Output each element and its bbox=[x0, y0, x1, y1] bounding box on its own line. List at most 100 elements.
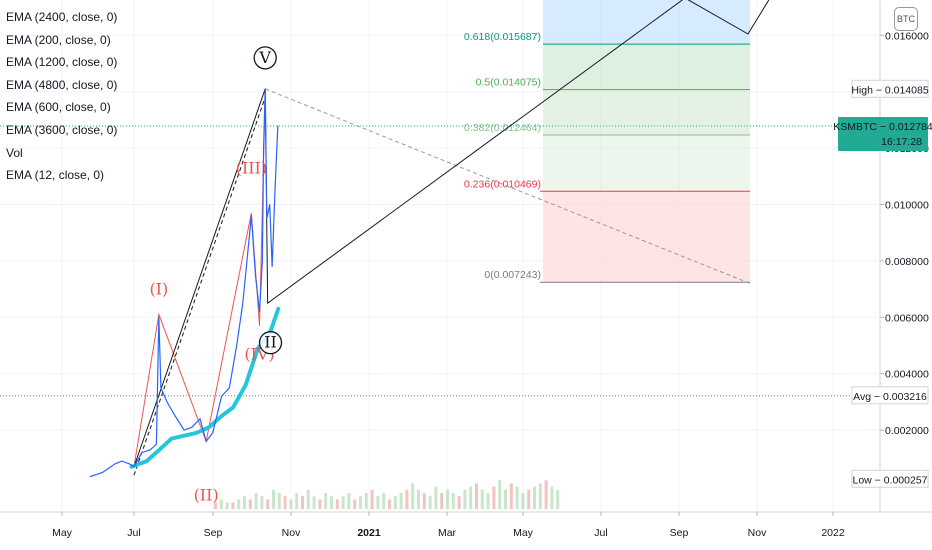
price-label-text: Low − 0.000257 bbox=[852, 474, 927, 486]
volume-bar bbox=[330, 496, 333, 509]
legend-item[interactable]: EMA (3600, close, 0) bbox=[6, 122, 118, 137]
volume-bar bbox=[533, 486, 536, 509]
volume-bar bbox=[283, 496, 287, 509]
projection-line bbox=[265, 88, 751, 284]
price-line bbox=[89, 88, 279, 478]
legend-item[interactable]: EMA (600, close, 0) bbox=[6, 100, 111, 115]
x-tick-label: Sep bbox=[670, 527, 689, 539]
price-label-box bbox=[851, 469, 929, 488]
fib-band bbox=[543, 89, 750, 136]
volume-bar bbox=[498, 480, 502, 509]
volume-bar bbox=[428, 496, 432, 509]
price-label-text: High − 0.014085 bbox=[851, 84, 929, 96]
volume-bar bbox=[469, 486, 473, 509]
volume-bar bbox=[527, 489, 531, 509]
price-scale-labels: High − 0.014085 KSMBTC − 0.012784 16:17:28… bbox=[833, 79, 932, 488]
currency-badge[interactable]: BTC bbox=[894, 7, 918, 31]
fib-level-label: 0.382(0.012464) bbox=[464, 122, 541, 134]
last-price-text: KSMBTC − 0.012784 bbox=[833, 121, 932, 133]
fib-band bbox=[543, 44, 750, 90]
volume-bar bbox=[231, 502, 235, 509]
y-tick-label: 0.010000 bbox=[885, 200, 929, 212]
trend-line-dashed bbox=[133, 97, 266, 476]
volume-bar bbox=[318, 499, 322, 509]
fib-level-label: 0(0.007243) bbox=[484, 269, 541, 281]
trend-line bbox=[133, 88, 266, 467]
volume-bar bbox=[486, 493, 490, 509]
volume-bar bbox=[237, 499, 241, 509]
y-tick-label: 0.006000 bbox=[885, 312, 929, 324]
wave-path-black bbox=[264, 0, 770, 305]
volume-bar bbox=[376, 496, 380, 509]
volume-bar bbox=[243, 496, 246, 509]
wave-label-black: V bbox=[258, 48, 271, 67]
x-tick-label: Nov bbox=[748, 527, 767, 539]
volume-bar bbox=[509, 483, 513, 509]
volume-bar bbox=[260, 496, 264, 509]
volume-bar bbox=[289, 499, 293, 509]
volume-bar bbox=[492, 486, 496, 509]
volume-bar bbox=[272, 489, 275, 509]
ema-series bbox=[129, 306, 281, 469]
volume-bar bbox=[248, 499, 252, 509]
elliott-wave-labels: (I)(II)(III)(IV)VIIIV bbox=[149, 46, 283, 505]
volume-bar bbox=[359, 496, 362, 509]
volume-bar bbox=[295, 493, 299, 509]
y-tick-label: 0.004000 bbox=[885, 369, 929, 381]
wave-label-red: (I) bbox=[149, 280, 168, 299]
price-label-text: Avg − 0.003216 bbox=[853, 391, 927, 403]
wave-circle bbox=[253, 46, 277, 70]
volume-bar bbox=[480, 489, 484, 509]
x-tick-label: 2021 bbox=[357, 527, 381, 539]
volume-bar bbox=[324, 493, 328, 509]
volume-bar bbox=[544, 480, 548, 509]
legend-item[interactable]: EMA (1200, close, 0) bbox=[6, 55, 118, 70]
volume-bar bbox=[341, 496, 345, 509]
volume-bar bbox=[405, 489, 409, 509]
volume-bar bbox=[521, 493, 525, 509]
y-tick-label: 0.016000 bbox=[885, 30, 929, 42]
x-tick-label: Mar bbox=[438, 527, 457, 539]
legend-item[interactable]: EMA (200, close, 0) bbox=[6, 32, 111, 47]
indicator-legend: EMA (2400, close, 0) EMA (200, close, 0)… bbox=[6, 6, 226, 187]
time-axis[interactable]: May Jul Sep Nov 2021 Mar May Jul Sep Nov 2022 bbox=[0, 511, 932, 539]
x-tick-label: 2022 bbox=[821, 527, 845, 539]
grid bbox=[0, 0, 878, 512]
volume-bar bbox=[440, 493, 444, 509]
volume-bar bbox=[214, 502, 217, 509]
volume-bar bbox=[422, 493, 426, 509]
volume-bar bbox=[301, 496, 304, 509]
volume-bar bbox=[463, 489, 467, 509]
volume-bar bbox=[399, 493, 403, 509]
legend-item[interactable]: EMA (2400, close, 0) bbox=[6, 10, 118, 24]
x-tick-label: Jul bbox=[127, 527, 140, 539]
price-label-box bbox=[851, 79, 929, 98]
ema-line bbox=[129, 306, 281, 469]
legend-item[interactable]: EMA (4800, close, 0) bbox=[6, 77, 118, 92]
y-tick-label: 0.008000 bbox=[885, 256, 929, 268]
volume-bar bbox=[475, 483, 478, 509]
volume-bar bbox=[538, 483, 542, 509]
x-tick-label: Sep bbox=[204, 527, 223, 539]
x-tick-label: May bbox=[52, 527, 73, 539]
volume-bar bbox=[277, 493, 281, 509]
volume-bar bbox=[504, 489, 507, 509]
volume-bar bbox=[306, 489, 310, 509]
legend-item[interactable]: Vol bbox=[6, 145, 23, 160]
fibonacci-retracement[interactable]: 1(0.020905)0.786(0.017982)0.618(0.015687… bbox=[0, 0, 878, 397]
fib-band bbox=[543, 135, 750, 192]
volume-bars bbox=[214, 480, 560, 509]
volume-bar bbox=[388, 499, 391, 509]
volume-bar bbox=[382, 493, 386, 509]
volume-bar bbox=[550, 486, 554, 509]
fib-level-label: 0.5(0.014075) bbox=[476, 77, 541, 89]
volume-bar bbox=[225, 502, 229, 509]
y-tick-label: 0.002000 bbox=[885, 425, 929, 437]
volume-bar bbox=[266, 499, 270, 509]
wave-label-black: II bbox=[264, 333, 277, 352]
legend-item[interactable]: EMA (12, close, 0) bbox=[6, 168, 105, 183]
volume-bar bbox=[411, 483, 415, 509]
volume-bar bbox=[370, 489, 374, 509]
volume-bar bbox=[457, 496, 461, 509]
